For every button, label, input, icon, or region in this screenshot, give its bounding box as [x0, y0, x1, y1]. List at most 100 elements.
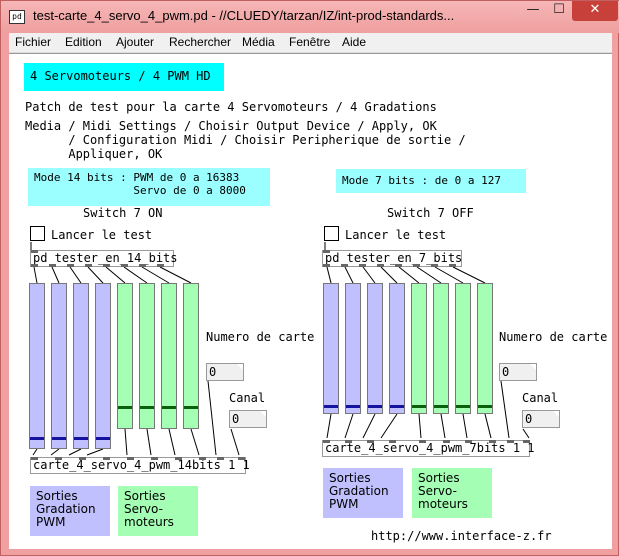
right-channel-value: 0 [525, 412, 533, 426]
right-servo-slider-2[interactable] [433, 283, 449, 414]
left-start-test-label: Lancer le test [51, 228, 153, 242]
right-card-number-box[interactable]: 0 [499, 363, 537, 381]
left-pwm-slider-2[interactable] [51, 283, 67, 449]
slider-knob [74, 437, 88, 440]
right-servo-slider-4[interactable] [477, 283, 493, 414]
inlet-port [127, 457, 134, 460]
footer-url-link[interactable]: http://www.interface-z.fr [371, 529, 552, 543]
outlet-port [157, 264, 164, 267]
inlet-port [217, 457, 224, 460]
right-pwm-slider-4[interactable] [389, 283, 405, 414]
slider-knob [118, 406, 132, 409]
right-output-text: carte_4_servo_4_pwm_7bits 1 1 [325, 441, 535, 455]
left-channel-label: Canal [229, 391, 266, 405]
outlet-port [139, 264, 146, 267]
numbox-corner [237, 364, 243, 370]
inlet-port [31, 250, 38, 253]
left-start-test-bang[interactable] [30, 226, 45, 241]
inlet-port [419, 440, 426, 443]
menu-fenetre[interactable]: Fenêtre [289, 35, 331, 49]
right-tester-text: pd tester_en_7_bits [325, 251, 463, 265]
menu-bar: Fichier Edition Ajouter Rechercher Média… [9, 33, 612, 53]
menu-ajouter[interactable]: Ajouter [116, 35, 155, 49]
left-output-object[interactable]: carte_4_servo_4_pwm_14bits 1 1 [30, 457, 250, 474]
inlet-port [367, 440, 374, 443]
right-output-object[interactable]: carte_4_servo_4_pwm_7bits 1 1 [322, 440, 535, 457]
left-tester-object[interactable]: pd tester_en_14_bits [30, 250, 178, 267]
menu-edition[interactable]: Edition [65, 35, 102, 49]
right-start-test-bang[interactable] [324, 226, 339, 241]
left-channel-box[interactable]: 0 [229, 410, 267, 428]
inlet-port [345, 440, 352, 443]
minimize-button[interactable]: — [526, 2, 540, 17]
left-card-number-label: Numero de carte [206, 330, 315, 344]
slider-knob [162, 406, 176, 409]
inlet-port [151, 457, 158, 460]
inlet-port [465, 440, 472, 443]
maximize-button[interactable]: ☐ [553, 2, 565, 17]
outlet-port [49, 264, 56, 267]
inlet-port [31, 457, 38, 460]
right-card-number-value: 0 [502, 365, 510, 379]
pd-app-icon: pd [9, 10, 25, 24]
left-tester-text: pd tester_en_14_bits [33, 251, 178, 265]
close-button[interactable]: ✕ [572, 1, 618, 21]
inlet-port [238, 457, 245, 460]
right-tester-object[interactable]: pd tester_en_7_bits [322, 250, 462, 267]
menu-media[interactable]: Média [242, 35, 275, 49]
left-legend-servo: Sorties Servo- moteurs [118, 486, 198, 536]
numbox-corner [530, 364, 536, 370]
right-servo-slider-1[interactable] [411, 283, 427, 414]
title-banner: 4 Servomoteurs / 4 PWM HD [24, 63, 224, 91]
right-pwm-slider-1[interactable] [323, 283, 339, 414]
outlet-port [431, 264, 438, 267]
patch-instructions: Media / Midi Settings / Choisir Output D… [25, 119, 466, 161]
slider-knob [52, 437, 66, 440]
title-bar[interactable]: pd test-carte_4_servo_4_pwm.pd - //CLUED… [1, 1, 619, 33]
right-servo-slider-3[interactable] [455, 283, 471, 414]
right-start-test-label: Lancer le test [345, 228, 447, 242]
slider-knob [478, 405, 492, 408]
left-output-text: carte_4_servo_4_pwm_14bits 1 1 [33, 458, 250, 472]
outlet-port [449, 264, 456, 267]
right-channel-box[interactable]: 0 [522, 410, 560, 428]
left-pwm-slider-4[interactable] [95, 283, 111, 449]
left-legend-pwm: Sorties Gradation PWM [30, 486, 110, 536]
slider-knob [412, 405, 426, 408]
right-pwm-slider-2[interactable] [345, 283, 361, 414]
right-legend-pwm: Sorties Gradation PWM [323, 468, 403, 518]
outlet-port [67, 264, 74, 267]
left-pwm-slider-3[interactable] [73, 283, 89, 449]
outlet-port [31, 264, 38, 267]
menu-aide[interactable]: Aide [342, 35, 367, 49]
menu-fichier[interactable]: Fichier [15, 35, 52, 49]
slider-knob [96, 437, 110, 440]
menu-rechercher[interactable]: Rechercher [169, 35, 232, 49]
left-channel-value: 0 [232, 412, 240, 426]
slider-knob [140, 406, 154, 409]
mode-14-bits-box: Mode 14 bits : PWM de 0 a 16383 Servo de… [28, 168, 270, 206]
inlet-port [175, 457, 182, 460]
right-pwm-slider-3[interactable] [367, 283, 383, 414]
inlet-port [443, 440, 450, 443]
left-card-number-value: 0 [209, 365, 217, 379]
left-servo-slider-1[interactable] [117, 283, 133, 429]
mode-7-bits-box: Mode 7 bits : de 0 a 127 [336, 169, 526, 193]
left-servo-slider-2[interactable] [139, 283, 155, 429]
patch-canvas[interactable]: 4 Servomoteurs / 4 PWM HD Patch de test … [9, 53, 612, 549]
left-servo-slider-3[interactable] [161, 283, 177, 429]
inlet-port [323, 250, 330, 253]
right-channel-label: Canal [522, 391, 559, 405]
left-pwm-slider-1[interactable] [29, 283, 45, 449]
outlet-port [359, 264, 366, 267]
numbox-corner [260, 411, 266, 417]
right-card-number-label: Numero de carte [499, 330, 608, 344]
window-title: test-carte_4_servo_4_pwm.pd - //CLUEDY/t… [33, 8, 455, 23]
switch-7-off-label: Switch 7 OFF [387, 206, 474, 220]
left-servo-slider-4[interactable] [183, 283, 199, 429]
patch-description: Patch de test pour la carte 4 Servomoteu… [25, 100, 437, 114]
inlet-port [323, 440, 330, 443]
left-card-number-box[interactable]: 0 [206, 363, 244, 381]
slider-knob [368, 405, 382, 408]
